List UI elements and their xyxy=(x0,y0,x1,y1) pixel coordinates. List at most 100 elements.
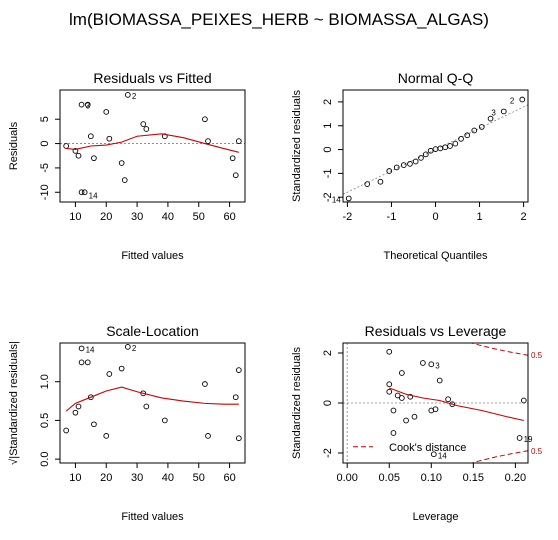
data-point xyxy=(420,360,426,366)
x-tick-label: 1 xyxy=(476,211,482,223)
data-point xyxy=(407,393,414,400)
data-point xyxy=(91,155,97,162)
y-tick-label: -2 xyxy=(322,192,334,202)
y-tick-label: -10 xyxy=(39,184,51,200)
data-point xyxy=(390,430,397,436)
data-point xyxy=(403,417,409,424)
data-point xyxy=(87,394,94,401)
data-point xyxy=(428,361,435,368)
data-point xyxy=(427,147,434,154)
x-tick-label: 10 xyxy=(69,211,81,223)
x-tick-label: 60 xyxy=(223,472,235,484)
cook-level-label: 0.5 xyxy=(531,351,543,360)
data-point xyxy=(386,168,393,174)
data-point xyxy=(75,403,82,410)
point-label: 2 xyxy=(132,344,137,353)
data-point xyxy=(106,135,113,142)
data-point xyxy=(422,151,429,158)
x-tick-label: 2 xyxy=(521,211,527,223)
x-tick-label: 0 xyxy=(432,211,438,223)
data-point xyxy=(140,121,147,127)
data-point xyxy=(400,162,407,168)
data-point xyxy=(143,126,150,132)
data-point xyxy=(487,115,494,122)
point-label: 3 xyxy=(491,108,496,117)
data-point xyxy=(229,155,236,162)
point-label: 14 xyxy=(332,195,341,204)
data-point xyxy=(399,395,405,401)
data-point xyxy=(412,158,419,165)
data-point xyxy=(63,427,70,434)
data-point xyxy=(106,371,113,377)
data-point xyxy=(75,152,82,159)
y-axis-label: Standardized residuals xyxy=(291,347,303,459)
legend-label: Cook's distance xyxy=(389,442,466,454)
y-tick-label: 0 xyxy=(39,141,51,147)
x-tick-label: 30 xyxy=(131,472,143,484)
x-tick-label: 0.15 xyxy=(463,472,484,484)
data-point xyxy=(386,388,393,395)
panel-title: Residuals vs Fitted xyxy=(93,70,211,86)
point-label: 14 xyxy=(89,191,98,200)
plot-frame xyxy=(59,342,246,464)
smooth-line xyxy=(389,387,524,422)
figure-title: lm(BIOMASSA_PEIXES_HERB ~ BIOMASSA_ALGAS… xyxy=(69,10,489,29)
point-label: 3 xyxy=(435,361,440,370)
point-label: 2 xyxy=(132,92,137,101)
data-point xyxy=(520,397,527,404)
data-point xyxy=(399,370,405,376)
data-point xyxy=(478,124,485,130)
plot-frame xyxy=(342,89,529,203)
x-axis-label: Fitted values xyxy=(121,250,184,262)
data-point xyxy=(63,143,70,149)
x-tick-label: 10 xyxy=(69,472,81,484)
data-point xyxy=(78,101,85,108)
data-point xyxy=(436,377,443,384)
point-label: 14 xyxy=(438,451,447,460)
data-point xyxy=(121,177,128,183)
data-point xyxy=(345,195,352,202)
x-tick-label: 0.20 xyxy=(505,472,526,484)
data-point xyxy=(103,433,110,439)
data-point xyxy=(386,381,393,388)
data-point xyxy=(124,92,131,98)
y-tick-label: 0.0 xyxy=(39,451,51,466)
data-point xyxy=(78,345,85,352)
data-point xyxy=(407,161,413,167)
x-tick-label: 60 xyxy=(223,211,235,223)
data-point xyxy=(78,359,85,366)
x-tick-label: 20 xyxy=(100,211,112,223)
data-point xyxy=(386,348,393,355)
data-point xyxy=(72,148,79,154)
data-point xyxy=(103,109,110,115)
y-axis-label: Standardized residuals xyxy=(291,90,303,202)
panel-title: Scale-Location xyxy=(106,323,199,339)
data-point xyxy=(471,127,478,134)
x-axis-label: Theoretical Quantiles xyxy=(384,250,488,262)
y-tick-label: 2 xyxy=(322,350,334,356)
data-point xyxy=(140,390,147,397)
y-tick-label: 0 xyxy=(322,400,334,406)
panel-2: 14 3 2 -2 -1 0 1 2 -2 -1 0 1 2 Normal Q-Q Theoretical … xyxy=(291,70,529,262)
data-point xyxy=(458,136,464,142)
data-point xyxy=(118,365,125,372)
data-point xyxy=(232,172,239,179)
data-point xyxy=(464,132,471,139)
data-point xyxy=(394,392,401,399)
data-point xyxy=(445,396,451,403)
data-point xyxy=(519,96,526,103)
x-tick-label: 40 xyxy=(162,472,174,484)
y-axis-label: √|Standardized residuals| xyxy=(8,341,20,465)
qq-reference-line xyxy=(342,104,529,195)
panel-1: 3 14 2 10 20 30 40 50 60 -10 -5 0 5 Residuals vs Fitt… xyxy=(8,70,246,262)
y-tick-label: 1.0 xyxy=(39,374,51,389)
point-label: 14 xyxy=(86,345,95,354)
x-tick-label: 0.10 xyxy=(421,472,442,484)
x-tick-label: -1 xyxy=(387,211,397,223)
y-axis-label: Residuals xyxy=(8,121,20,170)
data-point xyxy=(437,145,444,152)
data-point xyxy=(161,417,168,424)
data-point xyxy=(91,421,97,428)
